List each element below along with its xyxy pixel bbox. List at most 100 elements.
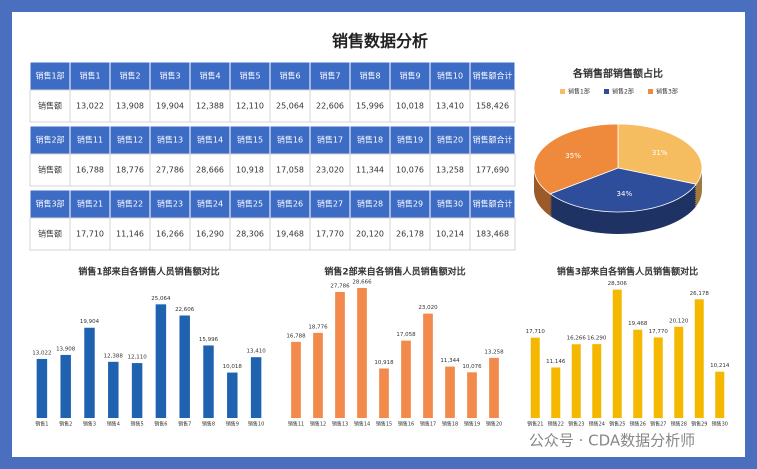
header-text: 销售17 [317,135,343,145]
cell-text: 19,468 [276,230,304,239]
bar [467,372,477,418]
header-text: 销售29 [397,199,423,209]
header-cell [109,189,151,219]
x-tick-label: 销售13 [332,421,348,428]
x-tick-label: 销售14 [354,421,370,428]
x-tick-label: 销售12 [310,421,326,428]
bar-label: 20,120 [669,318,689,324]
cell-text: 13,258 [436,166,464,175]
header-text: 销售2 [119,71,140,81]
x-tick-label: 销售30 [712,421,728,428]
bar [335,291,345,418]
header-text: 销售10 [437,71,463,81]
x-tick-label: 销售26 [630,421,646,428]
cell-text: 12,388 [196,102,224,111]
bar [291,341,301,418]
chart-title: 销售2部来自各销售人员销售额对比 [324,266,465,278]
header-cell [69,125,111,155]
data-cell [189,217,231,251]
data-cell [269,217,311,251]
cell-text: 13,410 [436,102,464,111]
bar-label: 17,710 [526,329,546,335]
header-text: 销售1 [79,71,100,81]
pie-slice [549,167,697,213]
x-tick-label: 销售11 [288,421,304,428]
bar-label: 10,018 [223,364,243,370]
cell-text: 23,020 [316,166,344,175]
x-tick-label: 销售24 [589,421,605,428]
header-text: 销售23 [157,199,183,209]
data-cell [29,153,71,187]
bar [530,337,540,418]
cell-text: 26,178 [396,230,424,239]
cell-text: 11,146 [116,230,144,239]
x-tick-label: 销售7 [178,421,191,428]
bar [60,354,71,418]
cell-text: 17,710 [76,230,104,239]
bar [489,357,499,418]
header-text: 销售额合计 [473,71,513,81]
bar-label: 13,022 [32,350,51,356]
bar [155,304,167,418]
header-text: 销售24 [197,199,223,209]
bar-label: 22,606 [175,307,195,313]
header-text: 销售22 [117,199,143,209]
bar-label: 28,666 [352,280,372,286]
bar-label: 12,388 [104,353,124,359]
x-tick-label: 销售15 [376,421,392,428]
pie-slice [617,123,703,185]
bar-label: 18,776 [308,324,328,330]
header-text: 销售16 [277,135,303,145]
header-cell [149,189,191,219]
bar-label: 27,786 [330,283,350,289]
bar [250,357,262,418]
data-cell [69,89,111,123]
bar [227,372,238,418]
header-cell [349,61,391,91]
header-cell [149,61,191,91]
cell-text: 28,666 [196,166,224,175]
header-text: 销售5 [239,71,260,81]
pie-label: 35% [565,152,581,160]
bar [551,367,561,418]
header-cell [109,61,151,91]
header-text: 销售30 [437,199,463,209]
header-text: 销售28 [357,199,383,209]
legend-swatch [560,89,565,94]
cell-text: 16,266 [156,230,184,239]
x-tick-label: 销售28 [671,421,687,428]
header-cell [269,189,311,219]
bar [131,363,143,418]
header-text: 销售8 [359,71,380,81]
bar [694,299,704,418]
bar [715,371,725,418]
bar [84,327,95,418]
pie-label: 31% [652,149,668,157]
cell-text: 158,426 [476,102,509,111]
data-cell [309,153,351,187]
chart-title: 销售3部来自各销售人员销售额对比 [557,266,698,278]
bar [379,368,389,418]
cell-text: 15,996 [356,102,384,111]
bar [612,289,622,418]
bar-label: 13,908 [56,346,76,352]
cell-text: 16,788 [76,166,104,175]
chart-title: 销售1部来自各销售人员销售额对比 [78,266,219,278]
cell-text: 25,064 [276,102,304,111]
header-text: 销售15 [237,135,263,145]
bar [592,344,602,418]
header-text: 销售14 [197,135,223,145]
header-cell [389,125,431,155]
x-tick-label: 销售27 [650,421,666,428]
bar [108,361,119,418]
data-cell [469,89,516,123]
bar [571,344,581,418]
data-cell [109,89,151,123]
bar-label: 19,468 [628,321,648,327]
cell-text: 12,110 [236,102,264,111]
bar-label: 15,996 [199,337,219,343]
chart-title: 各销售部销售额占比 [572,67,663,80]
header-text: 销售20 [437,135,463,145]
header-cell [189,125,231,155]
